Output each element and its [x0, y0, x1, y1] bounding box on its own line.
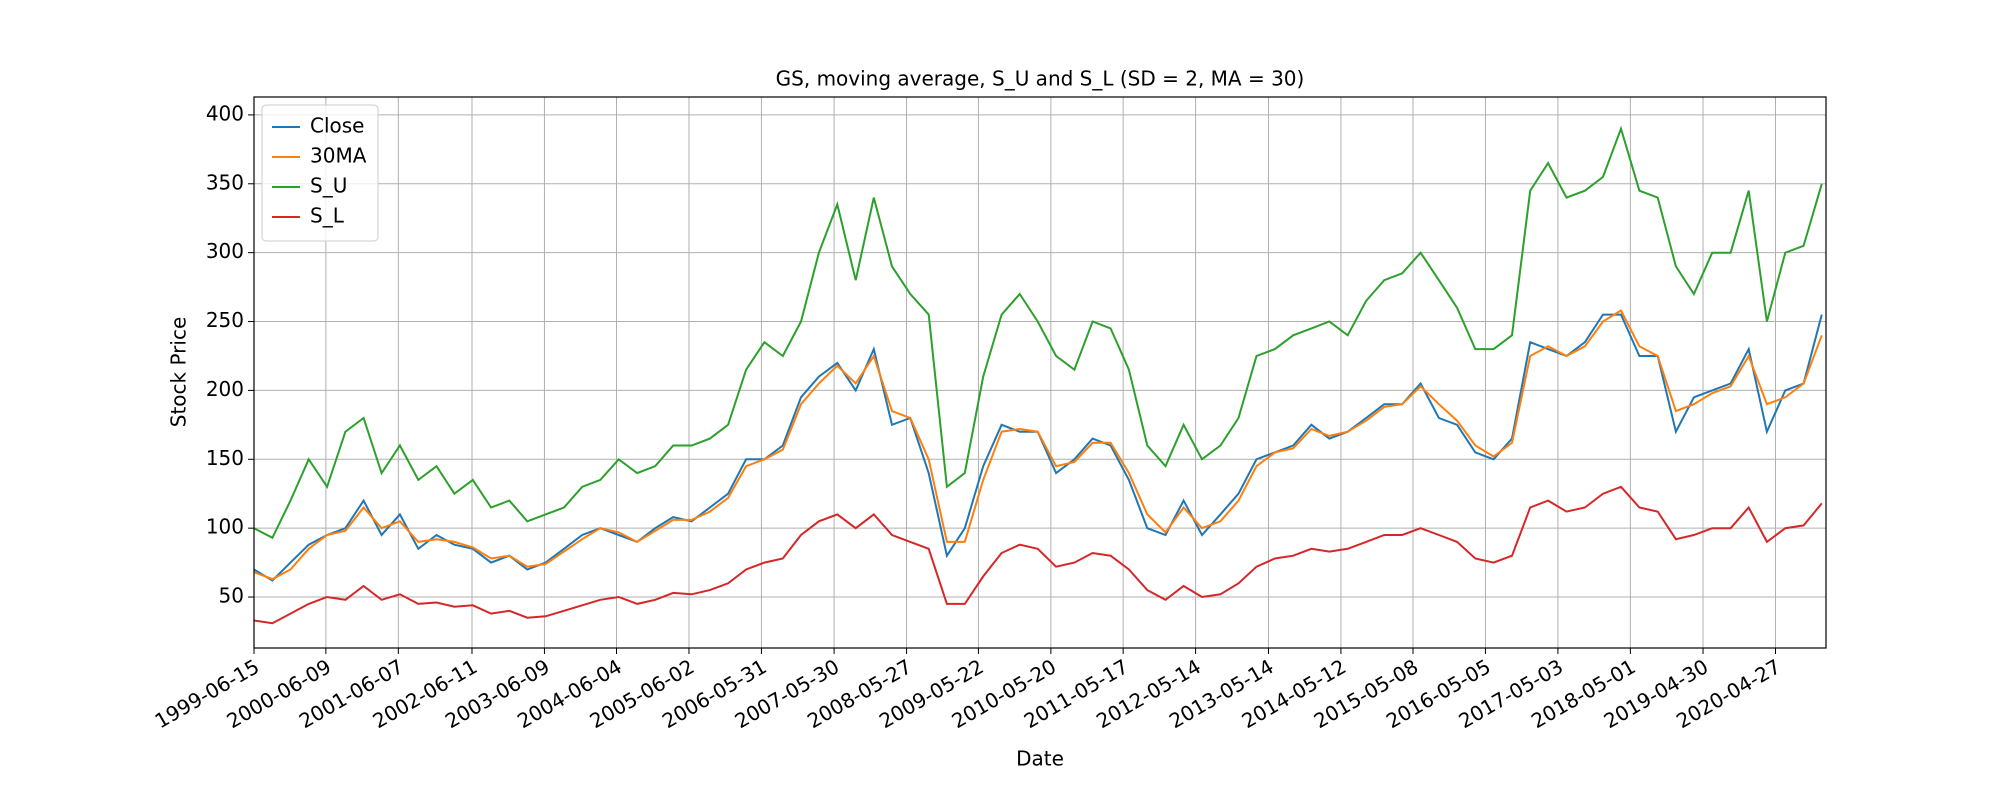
y-tick-label: 50 [219, 584, 244, 608]
legend-label: S_U [310, 174, 347, 198]
y-tick-label: 400 [206, 101, 244, 125]
y-tick-label: 300 [206, 239, 244, 263]
series-line [254, 313, 1823, 582]
y-tick-label: 200 [206, 377, 244, 401]
plot-frame [253, 96, 1827, 649]
series-line [254, 309, 1823, 581]
y-tick-label: 250 [206, 308, 244, 332]
legend-label: S_L [310, 204, 345, 228]
y-tick-label: 350 [206, 170, 244, 194]
y-tick-label: 150 [206, 446, 244, 470]
series-line [254, 485, 1823, 625]
chart-title: GS, moving average, S_U and S_L (SD = 2,… [776, 67, 1305, 91]
x-axis-label: Date [1016, 747, 1064, 771]
legend-box [261, 104, 379, 242]
y-axis-label: Stock Price [167, 317, 191, 428]
y-tick-label: 100 [206, 515, 244, 539]
series-line [254, 125, 1823, 540]
legend-label: Close [310, 114, 364, 138]
legend-label: 30MA [310, 144, 367, 168]
